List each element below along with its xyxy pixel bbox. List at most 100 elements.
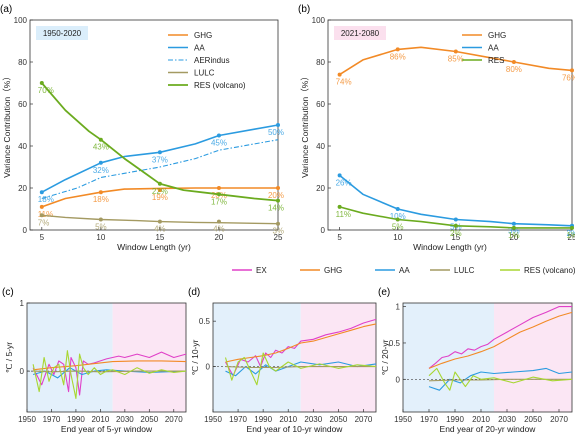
data-point [511, 221, 516, 226]
data-point [276, 123, 280, 127]
x-tick-label: 1970 [420, 415, 438, 424]
data-point [157, 181, 162, 186]
y-tick-label: 0 [20, 367, 25, 376]
x-tick-label: 10 [393, 233, 402, 242]
y-tick-label: 80 [18, 58, 27, 67]
series-line [33, 360, 187, 371]
series-ex [428, 306, 572, 369]
data-label: 5% [95, 223, 107, 232]
data-point [337, 204, 342, 209]
data-label: 50% [268, 128, 284, 137]
data-point [395, 217, 400, 222]
data-point [570, 225, 574, 230]
data-point [511, 60, 516, 64]
x-tick-label: 1990 [254, 415, 272, 424]
data-label: 18% [38, 195, 54, 204]
data-point [98, 190, 103, 195]
y-tick-label: 20 [18, 184, 27, 193]
data-label: 2% [450, 229, 462, 238]
x-tick-label: 2030 [304, 415, 322, 424]
data-label: 1% [566, 231, 575, 240]
x-tick-label: 25 [568, 233, 575, 242]
y-tick-label: 0 [23, 226, 28, 235]
legend-label: RES (volcano) [524, 266, 575, 275]
data-point [276, 221, 280, 226]
legend-label: GHG [488, 31, 506, 40]
y-tick-label: 0.5 [199, 317, 211, 326]
data-label: 19% [152, 193, 168, 202]
data-point [216, 133, 221, 138]
data-point [276, 186, 280, 190]
data-point [216, 192, 221, 197]
series-line [428, 367, 573, 391]
legend-label: RES [488, 56, 504, 65]
data-point [98, 137, 103, 142]
y-tick-label: 80 [316, 58, 325, 67]
x-tick-label: 2070 [355, 415, 373, 424]
x-tick-label: 2050 [524, 415, 542, 424]
series-line [41, 139, 279, 200]
legend-label: LULC [194, 69, 215, 78]
x-tick-label: 2050 [140, 415, 158, 424]
panel-label: (b) [298, 4, 310, 15]
data-point [453, 217, 458, 222]
y-tick-label: 0 [321, 226, 326, 235]
x-tick-label: 1990 [67, 415, 85, 424]
data-point [337, 72, 342, 77]
data-label: 3% [272, 227, 284, 236]
x-tick-label: 1950 [394, 415, 412, 424]
x-axis-label: Window Length (yr) [413, 242, 487, 252]
x-tick-label: 15 [155, 233, 164, 242]
x-tick-label: 5 [40, 233, 45, 242]
data-label: 32% [93, 166, 109, 175]
legend-label: AA [194, 44, 205, 53]
period-badge: 2021-2080 [341, 29, 380, 38]
x-tick-label: 1970 [43, 415, 61, 424]
legend-label: LULC [454, 266, 475, 275]
series-aa: 18% 32% 37% 45% 50% [38, 123, 284, 204]
data-label: 2% [566, 229, 575, 238]
x-axis-label: End year of 5-yr window [61, 424, 153, 434]
series-line [225, 366, 376, 369]
panel-b: 5 10 15 20 25 0 20 40 60 80 100 Window Length (yr) V… [298, 4, 575, 252]
series-ghg [428, 311, 573, 369]
data-point [395, 47, 400, 52]
x-tick-label: 20 [214, 233, 223, 242]
x-tick-label: 1990 [446, 415, 464, 424]
panel-e: 1950 1970 1990 2010 2030 2050 2070 0 0.5 1 End yea… [378, 287, 573, 434]
data-point [216, 186, 221, 190]
series-res-volcano- [428, 367, 573, 391]
data-label: 5% [392, 223, 404, 232]
shade-historical [27, 303, 113, 412]
series-line [428, 367, 573, 391]
data-label: 43% [93, 143, 109, 152]
data-label: 70% [38, 86, 54, 95]
data-label: 17% [211, 197, 227, 206]
data-label: 22% [152, 187, 168, 196]
legend-label: RES (volcano) [194, 81, 246, 90]
y-axis-label: ℃ / 5-yr [4, 342, 14, 373]
x-tick-label: 2070 [165, 415, 183, 424]
series-line [428, 378, 572, 382]
series-line [225, 361, 377, 377]
x-tick-label: 2030 [498, 415, 516, 424]
data-label: 3% [508, 227, 520, 236]
y-axis-label: ℃ / 10-yr [190, 339, 200, 375]
y-tick-label: 20 [316, 184, 325, 193]
shade-historical [403, 303, 494, 412]
series-line [224, 352, 377, 386]
x-axis-label: End year of 20-yr window [440, 424, 537, 434]
data-point [39, 204, 44, 209]
series-res-volcano-: 70% 43% 22% 17% 14% [38, 81, 284, 213]
legend-label: GHG [194, 31, 212, 40]
y-tick-label: 60 [18, 100, 27, 109]
legend-label: AERindus [194, 56, 230, 65]
x-tick-label: 2010 [279, 415, 297, 424]
period-badge-bg [334, 26, 386, 40]
panel-label: (d) [188, 287, 200, 298]
x-tick-label: 10 [96, 233, 105, 242]
x-tick-label: 25 [274, 233, 283, 242]
y-tick-label: 0.5 [389, 339, 401, 348]
panel-label: (c) [2, 287, 14, 298]
